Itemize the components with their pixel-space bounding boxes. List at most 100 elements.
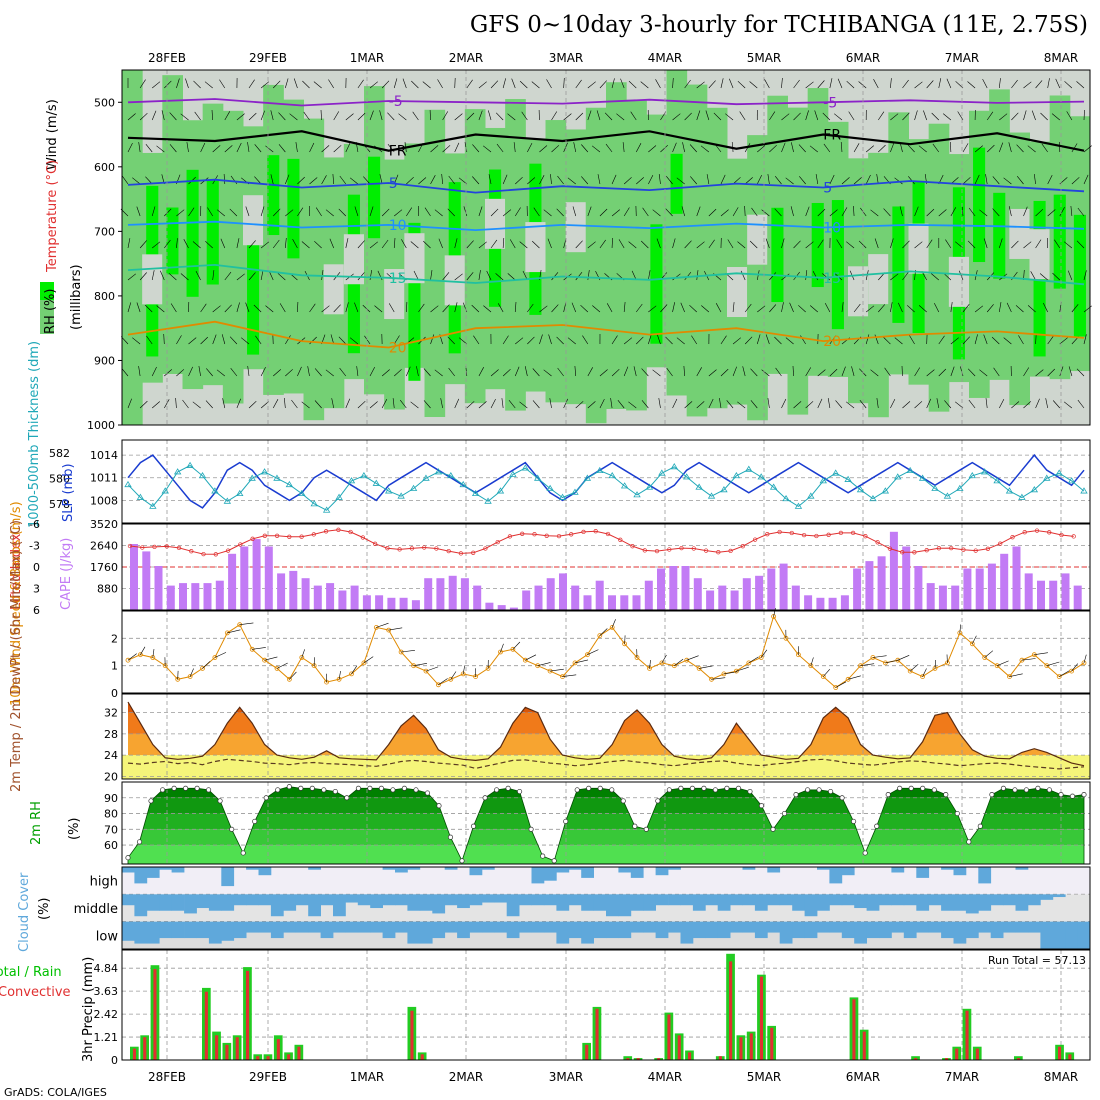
wind-barb [622,142,625,153]
wind-barb [410,241,419,249]
rh-point [1081,792,1087,798]
wind-speed-point [1007,674,1012,679]
thickness-point [583,474,592,481]
wind-barb [742,366,746,377]
rh-low-region [444,255,465,306]
wind-barb [950,141,952,153]
rh-point [851,818,857,824]
wind-barb [260,110,265,121]
precip-conv-bar [667,1014,671,1060]
cloud-bar-middle [1052,894,1066,898]
wind-barb [314,400,322,409]
cloud-bar-high [829,867,843,884]
wind-barb [563,113,572,121]
wind-barb [793,401,802,409]
thickness-point [906,466,914,474]
thickness-point [534,474,542,481]
panel-frame [121,439,1091,524]
cloud-bar-middle [382,894,396,906]
wind-barb [848,111,855,121]
wind-barb [285,78,289,89]
cape-bar [865,561,874,610]
rh-point [839,795,845,801]
wind-barb [345,142,351,153]
rh-mid-region [585,107,607,424]
cloud-bar-low [370,921,383,933]
rh-point [401,785,407,791]
wind-barb [1023,81,1032,89]
wind-barb [486,270,492,281]
wind-barb [996,660,1009,666]
wind-barb [376,622,389,628]
cloud-bar-middle [705,894,719,906]
li-point [630,544,635,549]
wind-barb [815,174,819,185]
wind-barb [810,305,818,313]
bottom-date-axis: 28FEB 29FEB 1MAR 2MAR 3MAR 4MAR 5MAR 6MAR 7MAR 8M… [148,1070,1078,1084]
cape-bar [583,595,592,610]
thickness-point [273,474,281,481]
wind-barb [999,398,1005,409]
wind-barb [974,305,984,313]
wind-barb [907,144,915,153]
pressure-tick-label: 1000 [87,419,115,432]
cloud-bar-middle [270,894,284,917]
wind-barb [992,176,1000,185]
wind-barb [950,302,953,313]
wind-barb [805,270,808,281]
wind-barb [1031,110,1036,121]
wind-barb [543,369,552,377]
rh-point [805,787,811,793]
wind-barb [260,366,266,377]
wind-barb [769,111,776,121]
wind-barb [546,79,552,89]
wind-speed-point [994,663,1000,669]
slp-tick-label: 1008 [90,494,118,507]
wind-barb [923,110,927,121]
rh-mid-region [626,99,647,411]
thickness-point [260,468,269,475]
wind-barb [351,665,357,675]
contour-label--5: -5 [389,94,403,110]
cloud-bar-middle [941,894,954,911]
wind-barb [890,142,895,153]
rh-point [597,785,603,791]
precip-conv-bar [420,1054,424,1060]
cape-bar [938,585,947,610]
rh-point [183,785,189,791]
rh-low-region [908,223,929,274]
thickness-point [223,497,232,504]
rh-point [609,787,615,793]
wind-barb [744,336,753,345]
wind-barb [769,272,777,281]
wind-barb [1016,176,1024,185]
thickness-point [1043,474,1051,481]
cloud-bar-low [841,921,855,939]
wind-barb [967,240,976,249]
thickness-point [161,487,169,494]
wind-barb [551,272,559,281]
cloud-bar-high [543,867,557,881]
wind-barb [193,80,201,89]
wind-barb [765,334,770,345]
wind-barb [575,79,582,89]
wind-barb [454,398,460,409]
wind-barb [1071,663,1079,672]
rh-point [701,785,707,791]
cape-bar [706,590,715,610]
wind-barb [321,145,330,153]
thickness-point [645,483,654,490]
precip-conv-bar [287,1054,291,1060]
wind-barb [636,303,643,313]
wind-barb [332,173,335,185]
wind-barb [732,207,739,217]
thickness-point [596,466,604,474]
wind-barb [774,208,782,217]
wind-barb [211,109,214,121]
cloud-bar-low [866,921,880,939]
cape-bar [228,553,237,610]
thickness-point [422,474,430,481]
wind-barb [959,624,961,633]
wind-barb [636,177,644,185]
wind-barb [236,238,240,249]
